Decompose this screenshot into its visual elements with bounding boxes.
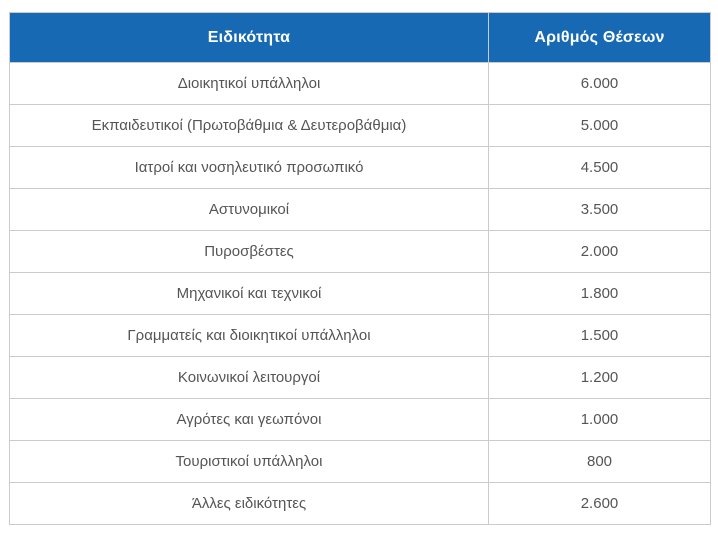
positions-cell: 1.200 <box>488 356 711 399</box>
table-row: Γραμματείς και διοικητικοί υπάλληλοι 1.50… <box>9 314 711 357</box>
specialty-cell: Κοινωνικοί λειτουργοί <box>9 356 489 399</box>
header-row: Ειδικότητα Αριθμός Θέσεων <box>9 12 711 63</box>
positions-cell: 5.000 <box>488 104 711 147</box>
specialty-cell: Μηχανικοί και τεχνικοί <box>9 272 489 315</box>
table-row: Άλλες ειδικότητες 2.600 <box>9 482 711 525</box>
table-header: Ειδικότητα Αριθμός Θέσεων <box>9 12 711 63</box>
positions-cell: 800 <box>488 440 711 483</box>
table-row: Κοινωνικοί λειτουργοί 1.200 <box>9 356 711 399</box>
specialty-cell: Διοικητικοί υπάλληλοι <box>9 62 489 105</box>
table-body: Διοικητικοί υπάλληλοι 6.000 Εκπαιδευτικοί … <box>9 62 711 525</box>
positions-cell: 1.800 <box>488 272 711 315</box>
positions-cell: 4.500 <box>488 146 711 189</box>
specialty-cell: Ιατροί και νοσηλευτικό προσωπικό <box>9 146 489 189</box>
specialty-cell: Τουριστικοί υπάλληλοι <box>9 440 489 483</box>
specialty-cell: Πυροσβέστες <box>9 230 489 273</box>
positions-cell: 3.500 <box>488 188 711 231</box>
specialty-cell: Γραμματείς και διοικητικοί υπάλληλοι <box>9 314 489 357</box>
specialty-cell: Εκπαιδευτικοί (Πρωτοβάθμια & Δευτεροβάθμ… <box>9 104 489 147</box>
table-row: Διοικητικοί υπάλληλοι 6.000 <box>9 62 711 105</box>
table-row: Εκπαιδευτικοί (Πρωτοβάθμια & Δευτεροβάθμ… <box>9 104 711 147</box>
specialty-cell: Αγρότες και γεωπόνοι <box>9 398 489 441</box>
table-row: Ιατροί και νοσηλευτικό προσωπικό 4.500 <box>9 146 711 189</box>
positions-cell: 1.000 <box>488 398 711 441</box>
table-row: Αγρότες και γεωπόνοι 1.000 <box>9 398 711 441</box>
header-cell-positions: Αριθμός Θέσεων <box>488 12 711 63</box>
positions-table: Ειδικότητα Αριθμός Θέσεων Διοικητικοί υπ… <box>9 12 711 525</box>
table-row: Τουριστικοί υπάλληλοι 800 <box>9 440 711 483</box>
table-row: Αστυνομικοί 3.500 <box>9 188 711 231</box>
page: Ειδικότητα Αριθμός Θέσεων Διοικητικοί υπ… <box>0 12 718 538</box>
positions-cell: 1.500 <box>488 314 711 357</box>
specialty-cell: Άλλες ειδικότητες <box>9 482 489 525</box>
header-cell-specialty: Ειδικότητα <box>9 12 489 63</box>
table-row: Πυροσβέστες 2.000 <box>9 230 711 273</box>
positions-cell: 6.000 <box>488 62 711 105</box>
table-row: Μηχανικοί και τεχνικοί 1.800 <box>9 272 711 315</box>
specialty-cell: Αστυνομικοί <box>9 188 489 231</box>
positions-cell: 2.600 <box>488 482 711 525</box>
positions-cell: 2.000 <box>488 230 711 273</box>
